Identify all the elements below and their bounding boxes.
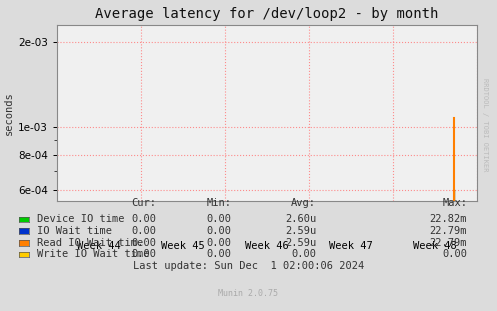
Text: Max:: Max: (442, 198, 467, 208)
Text: 0.00: 0.00 (442, 249, 467, 259)
Text: Min:: Min: (207, 198, 232, 208)
Text: RRDTOOL / TOBI OETIKER: RRDTOOL / TOBI OETIKER (482, 78, 488, 171)
Text: 0.00: 0.00 (132, 249, 157, 259)
Text: 0.00: 0.00 (132, 238, 157, 248)
Text: 2.60u: 2.60u (285, 214, 316, 224)
Title: Average latency for /dev/loop2 - by month: Average latency for /dev/loop2 - by mont… (95, 7, 439, 21)
Text: Avg:: Avg: (291, 198, 316, 208)
Text: Last update: Sun Dec  1 02:00:06 2024: Last update: Sun Dec 1 02:00:06 2024 (133, 261, 364, 271)
Text: 0.00: 0.00 (207, 238, 232, 248)
Text: IO Wait time: IO Wait time (37, 226, 112, 236)
Y-axis label: seconds: seconds (4, 91, 14, 135)
Text: 0.00: 0.00 (132, 226, 157, 236)
Text: Cur:: Cur: (132, 198, 157, 208)
Text: Munin 2.0.75: Munin 2.0.75 (219, 290, 278, 298)
Text: Week 44: Week 44 (77, 241, 121, 251)
Text: Device IO time: Device IO time (37, 214, 125, 224)
Text: 22.82m: 22.82m (430, 214, 467, 224)
Text: Week 46: Week 46 (245, 241, 289, 251)
Text: Read IO Wait time: Read IO Wait time (37, 238, 144, 248)
Text: 22.79m: 22.79m (430, 238, 467, 248)
Text: 0.00: 0.00 (207, 249, 232, 259)
Text: Week 47: Week 47 (329, 241, 373, 251)
Text: 22.79m: 22.79m (430, 226, 467, 236)
Text: 0.00: 0.00 (207, 226, 232, 236)
Text: Week 48: Week 48 (413, 241, 457, 251)
Text: 0.00: 0.00 (207, 214, 232, 224)
Text: 0.00: 0.00 (132, 214, 157, 224)
Text: 2.59u: 2.59u (285, 226, 316, 236)
Text: Write IO Wait time: Write IO Wait time (37, 249, 150, 259)
Text: Week 45: Week 45 (161, 241, 205, 251)
Text: 2.59u: 2.59u (285, 238, 316, 248)
Text: 0.00: 0.00 (291, 249, 316, 259)
